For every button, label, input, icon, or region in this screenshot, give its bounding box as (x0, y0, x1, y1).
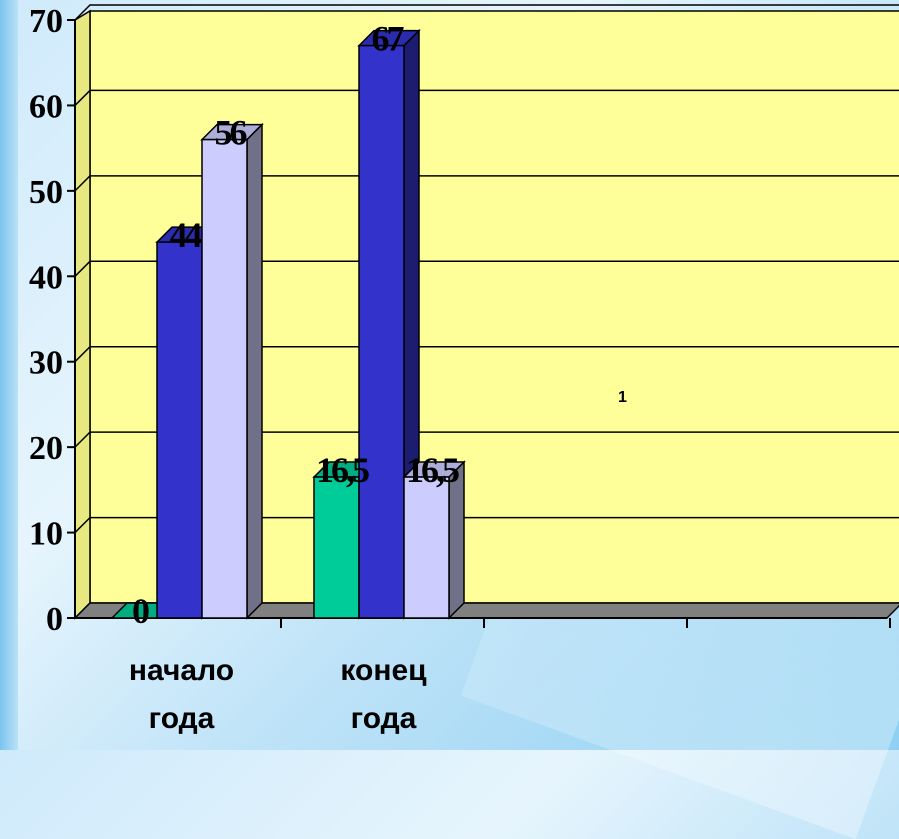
data-label: 0 (132, 591, 149, 631)
x-tick-label: года (149, 702, 215, 735)
chart-walls (73, 9, 899, 620)
bars (110, 28, 466, 620)
x-tick-label: начало (129, 654, 234, 687)
x-tick-label: конец (340, 654, 427, 687)
y-tick-label: 30 (29, 345, 63, 382)
bar (403, 476, 450, 619)
bar-side (246, 122, 263, 620)
data-label: 67 (372, 19, 405, 59)
plot-side-wall (74, 9, 91, 620)
bar (358, 44, 405, 619)
gridline (74, 516, 899, 534)
gridline (74, 431, 899, 448)
bar (201, 138, 248, 619)
y-tick-label: 10 (29, 516, 63, 553)
bar (313, 476, 360, 619)
gridline (74, 345, 899, 363)
data-label: 44 (170, 215, 203, 255)
data-label: 56 (215, 113, 247, 153)
data-label: 16,5 (406, 450, 459, 490)
y-tick-label: 60 (29, 88, 63, 125)
y-tick-label: 40 (29, 259, 63, 296)
chart-annotation: 1 (618, 389, 627, 406)
bar (156, 241, 203, 619)
data-labels: 0 44 56 16,5 67 16,5 (132, 19, 462, 631)
y-tick-label: 50 (29, 174, 63, 211)
y-tick-label: 0 (46, 601, 63, 638)
bar-chart: 0 10 20 30 40 50 60 70 начало года конец года 0 44 56… (29, 3, 899, 735)
gridline (74, 89, 899, 106)
gridline (74, 175, 899, 192)
gridline (74, 260, 899, 277)
x-tick-label: года (351, 702, 417, 735)
y-tick-label: 70 (29, 3, 63, 40)
gridline (74, 4, 899, 21)
gridlines (74, 4, 899, 534)
y-tick-label: 20 (29, 430, 63, 467)
data-label: 16,5 (316, 450, 369, 490)
background-stripe (0, 0, 18, 750)
